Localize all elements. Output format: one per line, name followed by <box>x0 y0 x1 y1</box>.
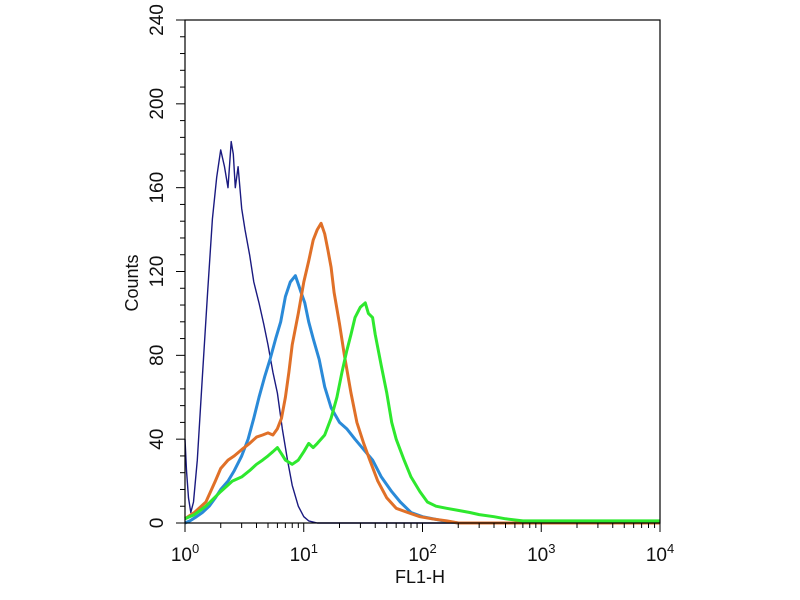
x-axis-ticks <box>184 523 661 532</box>
y-tick-label: 160 <box>147 172 168 204</box>
x-tick-exponent: 0 <box>192 541 199 556</box>
x-axis-title: FL1-H <box>395 567 445 587</box>
x-tick-exponent: 3 <box>548 541 555 556</box>
y-axis-tick-labels: 0 40 80 120 160 200 240 <box>147 4 168 528</box>
y-tick-label: 0 <box>147 518 168 529</box>
y-tick-label: 80 <box>147 345 168 366</box>
x-tick-label: 103 <box>527 541 555 566</box>
x-tick-exponent: 1 <box>311 541 318 556</box>
x-tick-label: 100 <box>171 541 199 566</box>
x-tick-label: 101 <box>290 541 318 566</box>
y-tick-label: 40 <box>147 429 168 450</box>
y-axis-ticks <box>176 19 185 524</box>
y-tick-label: 240 <box>147 4 168 36</box>
y-tick-label: 120 <box>147 256 168 288</box>
x-tick-label: 104 <box>646 541 674 566</box>
x-axis-tick-labels: 100 101 102 103 104 <box>171 541 674 566</box>
axes-layer <box>184 19 661 524</box>
series-line-4 <box>184 301 660 523</box>
x-tick-base: 10 <box>171 545 192 566</box>
series-line-2 <box>184 274 660 525</box>
x-tick-label: 102 <box>408 541 436 566</box>
series-layer <box>184 140 660 525</box>
x-tick-exponent: 4 <box>667 541 674 556</box>
x-tick-base: 10 <box>646 545 667 566</box>
y-tick-label: 200 <box>147 88 168 120</box>
x-tick-exponent: 2 <box>429 541 436 556</box>
x-tick-base: 10 <box>290 545 311 566</box>
y-axis-title: Counts <box>122 254 142 311</box>
plot-frame <box>184 19 661 524</box>
x-tick-base: 10 <box>408 545 429 566</box>
series-line-3 <box>184 221 660 525</box>
x-tick-base: 10 <box>527 545 548 566</box>
